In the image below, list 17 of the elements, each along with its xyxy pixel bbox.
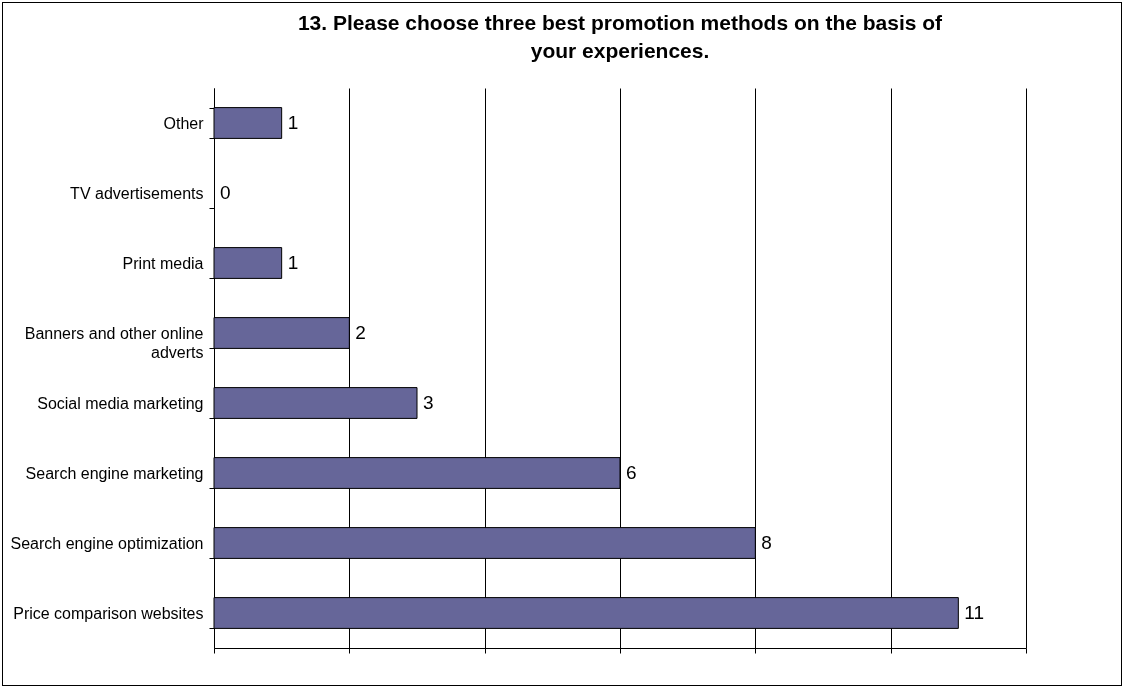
- data-label: 6: [626, 462, 637, 483]
- y-tick-label: Search engine marketing: [25, 464, 204, 482]
- data-label: 0: [220, 182, 231, 203]
- y-tick-label: Other: [163, 114, 205, 132]
- y-tick-label: Search engine optimization: [10, 534, 204, 552]
- chart-title: 13. Please choose three best promotion methods on the basis of your experiences.: [297, 11, 944, 62]
- data-label: 1: [287, 112, 299, 133]
- y-tick-label: Banners and other online adverts: [24, 324, 204, 361]
- y-tick-label: Social media marketing: [37, 394, 204, 412]
- data-label: 3: [423, 392, 434, 413]
- data-label: 8: [761, 532, 772, 553]
- data-label: 2: [355, 322, 366, 343]
- data-label: 11: [964, 602, 985, 623]
- data-label: 1: [287, 252, 299, 273]
- y-tick-label: Price comparison websites: [13, 604, 204, 622]
- y-tick-label: Print media: [122, 254, 204, 272]
- y-tick-label: TV advertisements: [70, 184, 204, 202]
